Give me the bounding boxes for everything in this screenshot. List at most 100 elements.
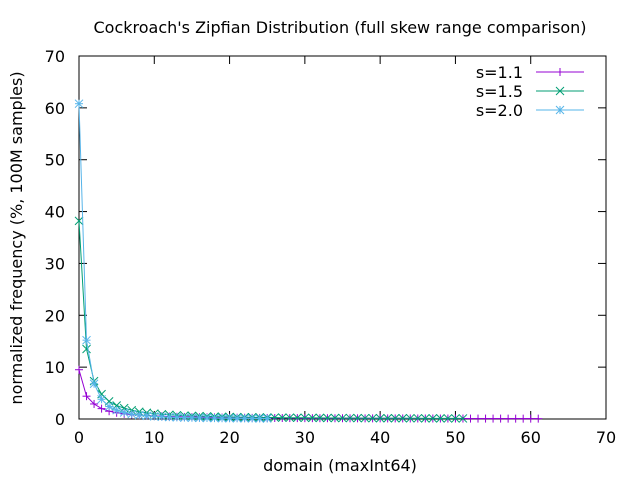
x-tick-label: 10 bbox=[144, 428, 164, 447]
data-point-series-1 bbox=[481, 414, 490, 423]
data-point-series-3 bbox=[180, 413, 189, 422]
data-point-series-1 bbox=[489, 414, 498, 423]
data-point-series-2 bbox=[368, 413, 377, 423]
x-tick-label: 50 bbox=[445, 428, 465, 447]
data-point-series-3 bbox=[210, 413, 219, 423]
data-point-series-1 bbox=[504, 414, 513, 423]
data-point-series-1 bbox=[474, 414, 483, 423]
data-point-series-2 bbox=[338, 413, 347, 423]
data-point-series-1 bbox=[496, 414, 505, 423]
y-tick-label: 10 bbox=[45, 358, 65, 377]
data-point-series-3 bbox=[97, 394, 106, 404]
data-point-series-3 bbox=[142, 411, 152, 421]
data-point-series-2 bbox=[420, 414, 430, 423]
data-point-series-2 bbox=[443, 414, 453, 423]
x-tick-label: 0 bbox=[74, 428, 84, 447]
data-point-series-3 bbox=[164, 412, 174, 422]
data-point-series-2 bbox=[300, 413, 310, 423]
data-point-series-2 bbox=[292, 413, 302, 423]
data-point-series-3 bbox=[127, 409, 137, 419]
data-point-series-1 bbox=[519, 414, 528, 423]
data-point-series-3 bbox=[187, 413, 197, 423]
data-point-series-2 bbox=[285, 413, 295, 423]
data-point-series-2 bbox=[330, 413, 340, 423]
data-point-series-2 bbox=[119, 403, 129, 413]
data-point-series-3 bbox=[112, 405, 121, 415]
series-line-2 bbox=[78, 220, 463, 419]
data-point-series-2 bbox=[315, 413, 325, 423]
y-axis-title: normalized frequency (%, 100M samples) bbox=[7, 71, 26, 404]
x-tick-label: 40 bbox=[370, 428, 390, 447]
x-tick-label: 60 bbox=[521, 428, 541, 447]
data-point-series-3 bbox=[225, 413, 234, 423]
series-line-3 bbox=[78, 103, 268, 419]
data-point-series-3 bbox=[89, 379, 99, 389]
data-point-series-2 bbox=[458, 414, 468, 423]
legend-marker bbox=[555, 105, 565, 115]
x-axis-title: domain (maxInt64) bbox=[263, 456, 417, 475]
legend: s=1.1s=1.5s=2.0 bbox=[476, 63, 584, 120]
data-point-series-1 bbox=[526, 414, 535, 423]
data-point-series-2 bbox=[360, 413, 370, 423]
legend-marker bbox=[556, 68, 564, 76]
data-point-series-2 bbox=[405, 413, 415, 423]
plot-border bbox=[78, 55, 607, 420]
data-point-series-2 bbox=[375, 413, 385, 423]
data-point-series-2 bbox=[308, 413, 317, 423]
data-point-series-2 bbox=[74, 216, 84, 226]
y-tick-label: 0 bbox=[55, 410, 65, 429]
data-point-series-2 bbox=[345, 413, 355, 423]
data-point-series-3 bbox=[247, 414, 257, 423]
data-point-series-3 bbox=[232, 413, 242, 423]
data-point-series-2 bbox=[323, 413, 332, 423]
y-tick-label: 30 bbox=[45, 254, 65, 273]
data-point-series-3 bbox=[157, 412, 167, 422]
data-point-series-3 bbox=[240, 414, 249, 423]
data-point-series-3 bbox=[149, 412, 159, 421]
chart-title: Cockroach's Zipfian Distribution (full s… bbox=[93, 18, 586, 37]
data-point-series-3 bbox=[195, 413, 204, 423]
data-point-series-3 bbox=[82, 335, 91, 345]
data-point-series-2 bbox=[277, 413, 287, 423]
data-point-series-3 bbox=[119, 408, 129, 417]
plot-area: 0 10 20 30 40 50 60 70 0 10 20 30 40 50 60 70 bbox=[45, 47, 617, 447]
data-point-series-3 bbox=[202, 413, 212, 423]
y-tick-label: 60 bbox=[45, 99, 65, 118]
data-point-series-3 bbox=[255, 414, 265, 423]
legend-label: s=1.5 bbox=[476, 82, 523, 101]
data-point-series-3 bbox=[104, 402, 114, 411]
legend-marker bbox=[555, 86, 565, 96]
data-point-series-3 bbox=[217, 413, 227, 423]
data-point-series-1 bbox=[82, 392, 91, 401]
y-tick-label: 20 bbox=[45, 306, 65, 325]
x-tick-label: 70 bbox=[596, 428, 616, 447]
x-tick-label: 30 bbox=[295, 428, 315, 447]
data-point-series-3 bbox=[74, 99, 84, 109]
data-point-series-3 bbox=[172, 413, 182, 422]
data-point-series-2 bbox=[390, 413, 400, 423]
data-point-series-1 bbox=[534, 414, 543, 423]
data-point-series-1 bbox=[90, 399, 99, 408]
y-tick-label: 40 bbox=[45, 203, 65, 222]
data-point-series-2 bbox=[436, 414, 445, 423]
data-point-series-2 bbox=[413, 413, 423, 423]
x-tick-label: 20 bbox=[219, 428, 239, 447]
data-point-series-3 bbox=[134, 410, 144, 420]
data-point-series-2 bbox=[82, 344, 91, 354]
data-point-series-2 bbox=[353, 413, 362, 423]
data-point-series-1 bbox=[97, 404, 106, 413]
data-point-series-2 bbox=[270, 413, 280, 422]
data-point-series-1 bbox=[75, 365, 83, 374]
data-point-series-2 bbox=[428, 414, 438, 423]
y-tick-label: 70 bbox=[45, 47, 65, 66]
data-point-series-3 bbox=[262, 414, 272, 423]
data-point-series-2 bbox=[398, 413, 408, 423]
legend-label: s=1.1 bbox=[476, 63, 523, 82]
y-tick-label: 50 bbox=[45, 151, 65, 170]
data-point-series-1 bbox=[511, 414, 520, 423]
data-point-series-2 bbox=[383, 413, 393, 423]
data-point-series-2 bbox=[451, 414, 460, 423]
legend-label: s=2.0 bbox=[476, 101, 523, 120]
